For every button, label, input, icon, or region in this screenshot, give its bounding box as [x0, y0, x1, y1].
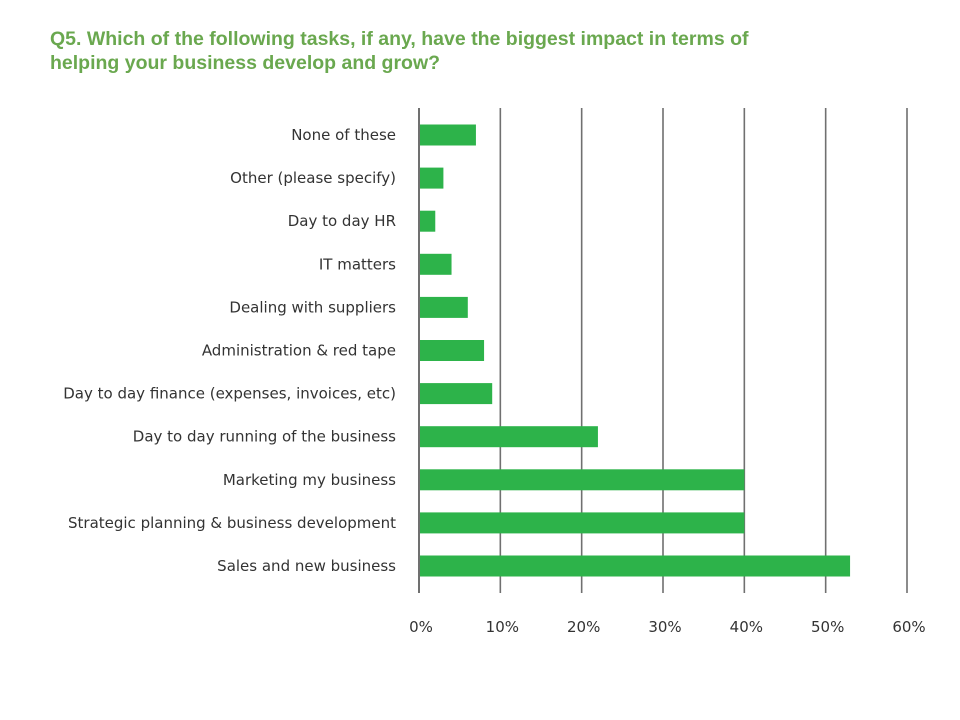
category-label: Administration & red tape — [202, 342, 396, 360]
category-label: Other (please specify) — [230, 169, 396, 187]
question-line-1: Q5. Which of the following tasks, if any… — [50, 28, 749, 50]
category-label: Marketing my business — [223, 471, 396, 489]
bar — [420, 167, 444, 189]
category-label: Day to day finance (expenses, invoices, … — [63, 385, 396, 403]
x-tick-label: 40% — [730, 618, 763, 636]
category-label: None of these — [291, 126, 396, 144]
bar — [420, 555, 851, 577]
bar — [420, 296, 468, 318]
bar — [420, 426, 598, 448]
category-labels: None of these Other (please specify) Day t… — [63, 126, 396, 575]
bar — [420, 124, 476, 146]
category-label: Strategic planning & business developmen… — [68, 514, 396, 532]
category-label: IT matters — [319, 255, 396, 273]
question-line-2: helping your business develop and grow? — [50, 52, 441, 74]
x-tick-label: 0% — [409, 618, 433, 636]
x-tick-label: 60% — [892, 618, 925, 636]
bar — [420, 210, 436, 232]
gridlines — [418, 108, 908, 593]
category-label: Dealing with suppliers — [229, 298, 396, 316]
bar — [420, 512, 745, 534]
x-tick-label: 20% — [567, 618, 600, 636]
category-label: Day to day HR — [288, 212, 396, 230]
x-tick-label: 50% — [811, 618, 844, 636]
bar — [420, 469, 745, 491]
bar — [420, 340, 485, 361]
bars — [420, 124, 851, 577]
bar — [420, 253, 452, 275]
x-tick-label: 30% — [648, 618, 681, 636]
question-title: Q5. Which of the following tasks, if any… — [50, 27, 930, 75]
x-tick-label: 10% — [486, 618, 519, 636]
bar — [420, 383, 493, 405]
category-label: Sales and new business — [217, 557, 396, 575]
category-label: Day to day running of the business — [133, 428, 396, 446]
x-tick-labels: 0% 10% 20% 30% 40% 50% 60% — [409, 618, 926, 636]
